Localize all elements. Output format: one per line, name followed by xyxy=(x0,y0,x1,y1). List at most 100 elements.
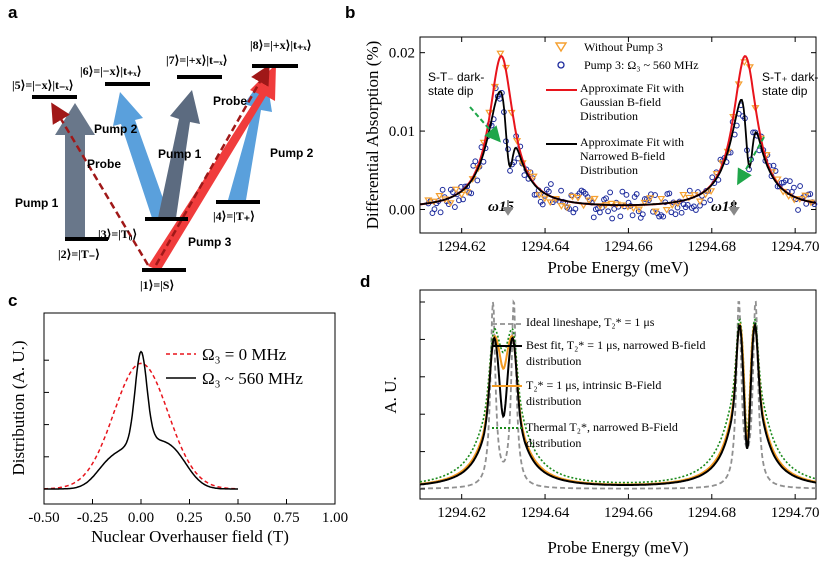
b-xtick-label: 1294.66 xyxy=(604,239,653,255)
b-data-point-circle xyxy=(609,215,616,222)
legend-b-series-1: Without Pump 3 xyxy=(584,40,663,54)
pump3-label: Pump 3 xyxy=(188,235,232,249)
c-xtick-label: 1.00 xyxy=(322,510,348,526)
b-data-point-triangle xyxy=(540,195,549,203)
c-xtick-label: -0.25 xyxy=(77,510,108,526)
panel-a: a |5⟩=|−x⟩|t₋ₓ⟩ |6⟩=|−x⟩|t₊ₓ⟩ |7⟩=|+x⟩|t… xyxy=(8,3,314,292)
d-xtick-label: 1294.70 xyxy=(771,505,820,521)
probe-right-arrow xyxy=(154,64,270,266)
b-data-point-triangle xyxy=(424,197,433,205)
pump1-mid-label: Pump 1 xyxy=(158,147,202,161)
panel-c-xlabel: Nuclear Overhauser field (T) xyxy=(91,527,289,546)
omega-18-marker xyxy=(728,200,740,216)
b-xtick-label: 1294.70 xyxy=(771,239,820,255)
c-xtick-label: 0.50 xyxy=(225,510,251,526)
b-data-point-circle xyxy=(707,197,714,203)
level-7-label: |7⟩=|+x⟩|t₋ₓ⟩ xyxy=(166,53,227,67)
b-data-point-circle xyxy=(772,168,779,174)
legend-b-series-3: Approximate Fit with Gaussian B-field Di… xyxy=(580,81,684,123)
probe-left-label: Probe xyxy=(87,157,121,171)
b-data-point-circle xyxy=(603,195,609,202)
b-data-point-triangle xyxy=(679,191,688,199)
c-xtick-label: 0.00 xyxy=(128,510,154,526)
panel-c-ylabel: Distribution (A. U.) xyxy=(9,340,28,475)
b-data-point-circle xyxy=(797,183,803,189)
b-data-point-circle xyxy=(629,212,636,219)
probe-right-label: Probe xyxy=(213,94,247,108)
b-data-point-circle xyxy=(431,206,438,213)
pump2-left-arrow xyxy=(113,92,170,218)
b-data-point-triangle xyxy=(607,200,616,208)
d-series-ideal xyxy=(420,299,817,490)
b-data-point-circle xyxy=(547,181,554,187)
panel-b: b 1294.62 1294.64 1294.66 1294.68 1294.70 0.0… xyxy=(345,3,820,277)
b-data-point-triangle xyxy=(662,207,671,214)
b-data-point-circle xyxy=(617,213,624,220)
b-data-point-circle xyxy=(660,213,667,220)
b-data-point-circle xyxy=(782,177,789,184)
panel-b-xlabel: Probe Energy (meV) xyxy=(547,258,688,277)
b-data-point-triangle xyxy=(562,204,571,212)
b-data-point-circle xyxy=(672,211,679,218)
b-data-point-triangle xyxy=(646,195,655,202)
c-xtick-label: 0.75 xyxy=(273,510,299,526)
b-ytick-label: 0.00 xyxy=(389,202,415,218)
panel-c-letter: c xyxy=(8,291,17,310)
b-data-point-circle xyxy=(590,214,597,221)
b-data-point-circle xyxy=(558,187,565,194)
legend-d-series-2: Best fit, T₂* = 1 μs, narrowed B-field d… xyxy=(526,338,706,368)
left-dip-annotation-box: S-T₋ dark-state dip xyxy=(428,70,484,98)
legend-d-series-4: Thermal T₂*, narrowed B-Field distributi… xyxy=(526,420,678,450)
b-data-point-triangle xyxy=(546,199,555,207)
b-data-point-triangle xyxy=(640,199,649,207)
right-dip-annotation-box: S-T₊ dark-state dip xyxy=(762,70,819,98)
panel-b-letter: b xyxy=(345,3,355,22)
b-data-point-circle xyxy=(545,188,552,195)
b-data-point-circle xyxy=(633,191,640,197)
panel-b-legend: Without Pump 3 Pump 3: Ω₃ ~ 560 MHz Appr… xyxy=(546,40,699,177)
b-data-point-triangle xyxy=(707,188,716,195)
d-series-best-fit xyxy=(419,321,817,486)
legend-b-series-4: Approximate Fit with Narrowed B-field Di… xyxy=(580,135,684,177)
left-dip-arrow xyxy=(469,106,501,143)
panel-c: c -0.50 -0.25 0.00 0.25 0.50 0.75 1.00 Nuclear… xyxy=(8,291,348,546)
b-data-point-circle xyxy=(619,188,626,195)
b-data-point-circle xyxy=(607,189,614,196)
b-data-point-circle xyxy=(456,197,462,204)
b-data-point-triangle xyxy=(451,186,461,194)
b-data-point-circle xyxy=(795,207,801,213)
b-data-point-circle xyxy=(684,201,691,208)
legend-b-series-2: Pump 3: Ω₃ ~ 560 MHz xyxy=(584,58,699,72)
d-xtick-label: 1294.68 xyxy=(687,505,736,521)
b-data-point-circle xyxy=(521,172,528,178)
b-data-point-circle xyxy=(468,190,475,197)
b-data-point-triangle xyxy=(651,208,660,216)
b-data-point-circle xyxy=(597,209,603,216)
panel-d: d 1294.62 1294.64 1294.66 1294.68 1294.70 Pr… xyxy=(360,272,820,557)
panel-c-axes xyxy=(43,312,336,505)
pump2-left-label: Pump 2 xyxy=(94,122,138,136)
b-data-point-circle xyxy=(439,186,446,193)
b-data-point-triangle xyxy=(457,191,466,199)
pump2-right-arrow xyxy=(228,74,272,200)
b-data-point-circle xyxy=(539,201,546,208)
right-dip-annotation: S-T₊ dark-state dip xyxy=(762,70,819,98)
d-series-thermal xyxy=(419,318,817,484)
d-xtick-label: 1294.66 xyxy=(604,505,653,521)
b-data-point-circle xyxy=(639,211,646,218)
c-series-560mhz xyxy=(44,350,238,490)
b-data-point-circle xyxy=(791,184,797,191)
b-data-point-triangle xyxy=(496,50,505,58)
legend-d-series-3: T₂* = 1 μs, intrinsic B-Field distributi… xyxy=(526,378,662,408)
d-xtick-label: 1294.62 xyxy=(437,505,486,521)
level-6-label: |6⟩=|−x⟩|t₊ₓ⟩ xyxy=(80,64,141,78)
b-data-point-circle xyxy=(437,209,444,216)
b-data-point-triangle xyxy=(568,193,577,201)
b-data-point-circle xyxy=(701,199,707,206)
legend-c-series-1: Ω₃ = 0 MHz xyxy=(202,345,287,364)
b-data-point-circle xyxy=(693,207,699,213)
legend-d-series-2-box: Best fit, T₂* = 1 μs, narrowed B-field d… xyxy=(526,338,706,368)
b-data-point-circle xyxy=(652,192,658,198)
d-xtick-label: 1294.64 xyxy=(521,505,570,521)
